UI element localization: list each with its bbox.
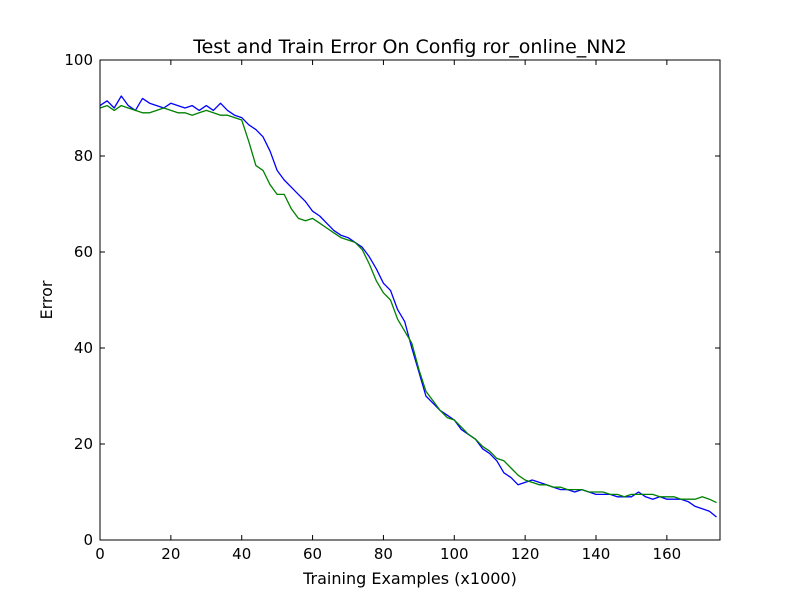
ticks-layer: 0 20 40 60 80 100 120 140 160 0 20 40 60 80 100 <box>64 51 720 563</box>
y-tick-label: 100 <box>64 51 93 69</box>
series-line-1 <box>99 95 717 518</box>
series-layer <box>99 95 717 518</box>
y-tick-label: 40 <box>74 339 93 357</box>
x-tick-label: 60 <box>303 545 322 563</box>
x-axis-label: Training Examples (x1000) <box>302 569 517 588</box>
y-axis-label: Error <box>37 280 56 319</box>
x-tick-label: 140 <box>582 545 611 563</box>
x-tick-label: 120 <box>511 545 540 563</box>
y-tick-label: 60 <box>74 243 93 261</box>
x-tick-label: 0 <box>95 545 105 563</box>
y-tick-label: 0 <box>83 531 93 549</box>
series-line-2 <box>99 104 717 504</box>
x-tick-label: 40 <box>232 545 251 563</box>
x-tick-label: 80 <box>374 545 393 563</box>
x-tick-label: 160 <box>653 545 682 563</box>
x-tick-label: 100 <box>440 545 469 563</box>
chart-title: Test and Train Error On Config ror_onlin… <box>192 36 627 58</box>
y-tick-label: 20 <box>74 435 93 453</box>
x-tick-label: 20 <box>161 545 180 563</box>
plot-frame <box>99 59 721 541</box>
y-tick-label: 80 <box>74 147 93 165</box>
